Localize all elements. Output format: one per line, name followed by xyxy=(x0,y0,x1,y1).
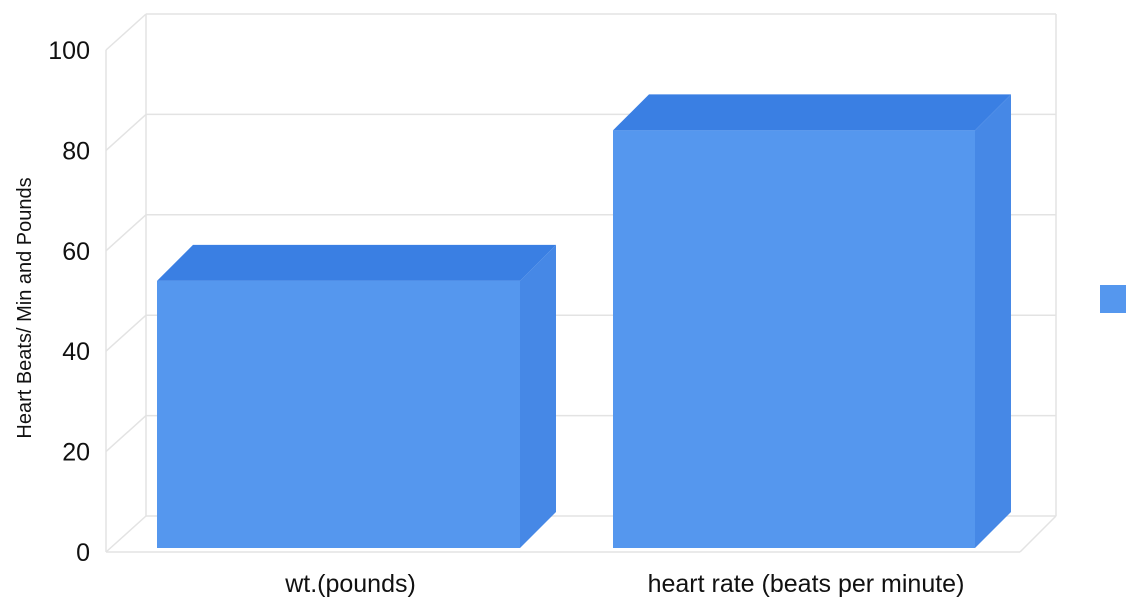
bar-side-face xyxy=(975,94,1011,548)
gridline-diagonal xyxy=(105,415,147,453)
gridline-diagonal xyxy=(105,214,147,252)
floor-right-edge xyxy=(1019,515,1057,553)
y-tick-label: 20 xyxy=(62,439,90,467)
gridline-diagonal xyxy=(105,113,147,151)
y-tick-label: 40 xyxy=(62,338,90,366)
bar-top-face xyxy=(613,94,1011,131)
gridline-diagonal xyxy=(105,13,147,51)
y-tick-label: 80 xyxy=(62,137,90,165)
legend-swatch xyxy=(1100,285,1126,313)
bar xyxy=(157,244,556,549)
x-category-label: wt.(pounds) xyxy=(284,570,416,598)
y-tick-label: 0 xyxy=(76,539,90,567)
y-axis-title: Heart Beats/ Min and Pounds xyxy=(14,177,36,438)
y-tick-label: 100 xyxy=(48,37,90,65)
x-category-label: heart rate (beats per minute) xyxy=(648,570,965,598)
y-tick-label: 60 xyxy=(62,238,90,266)
bar-front-face xyxy=(157,280,520,548)
bar-top-face xyxy=(157,244,556,281)
bar-front-face xyxy=(613,130,975,548)
x-category-labels: wt.(pounds) heart rate (beats per minute) xyxy=(284,570,964,598)
gridline-diagonal xyxy=(105,515,147,553)
bar xyxy=(613,94,1011,548)
bar-side-face xyxy=(520,244,556,549)
bars xyxy=(157,94,1011,549)
gridline-diagonal xyxy=(105,314,147,352)
y-tick-labels: 0 20 40 60 80 100 xyxy=(48,37,90,567)
